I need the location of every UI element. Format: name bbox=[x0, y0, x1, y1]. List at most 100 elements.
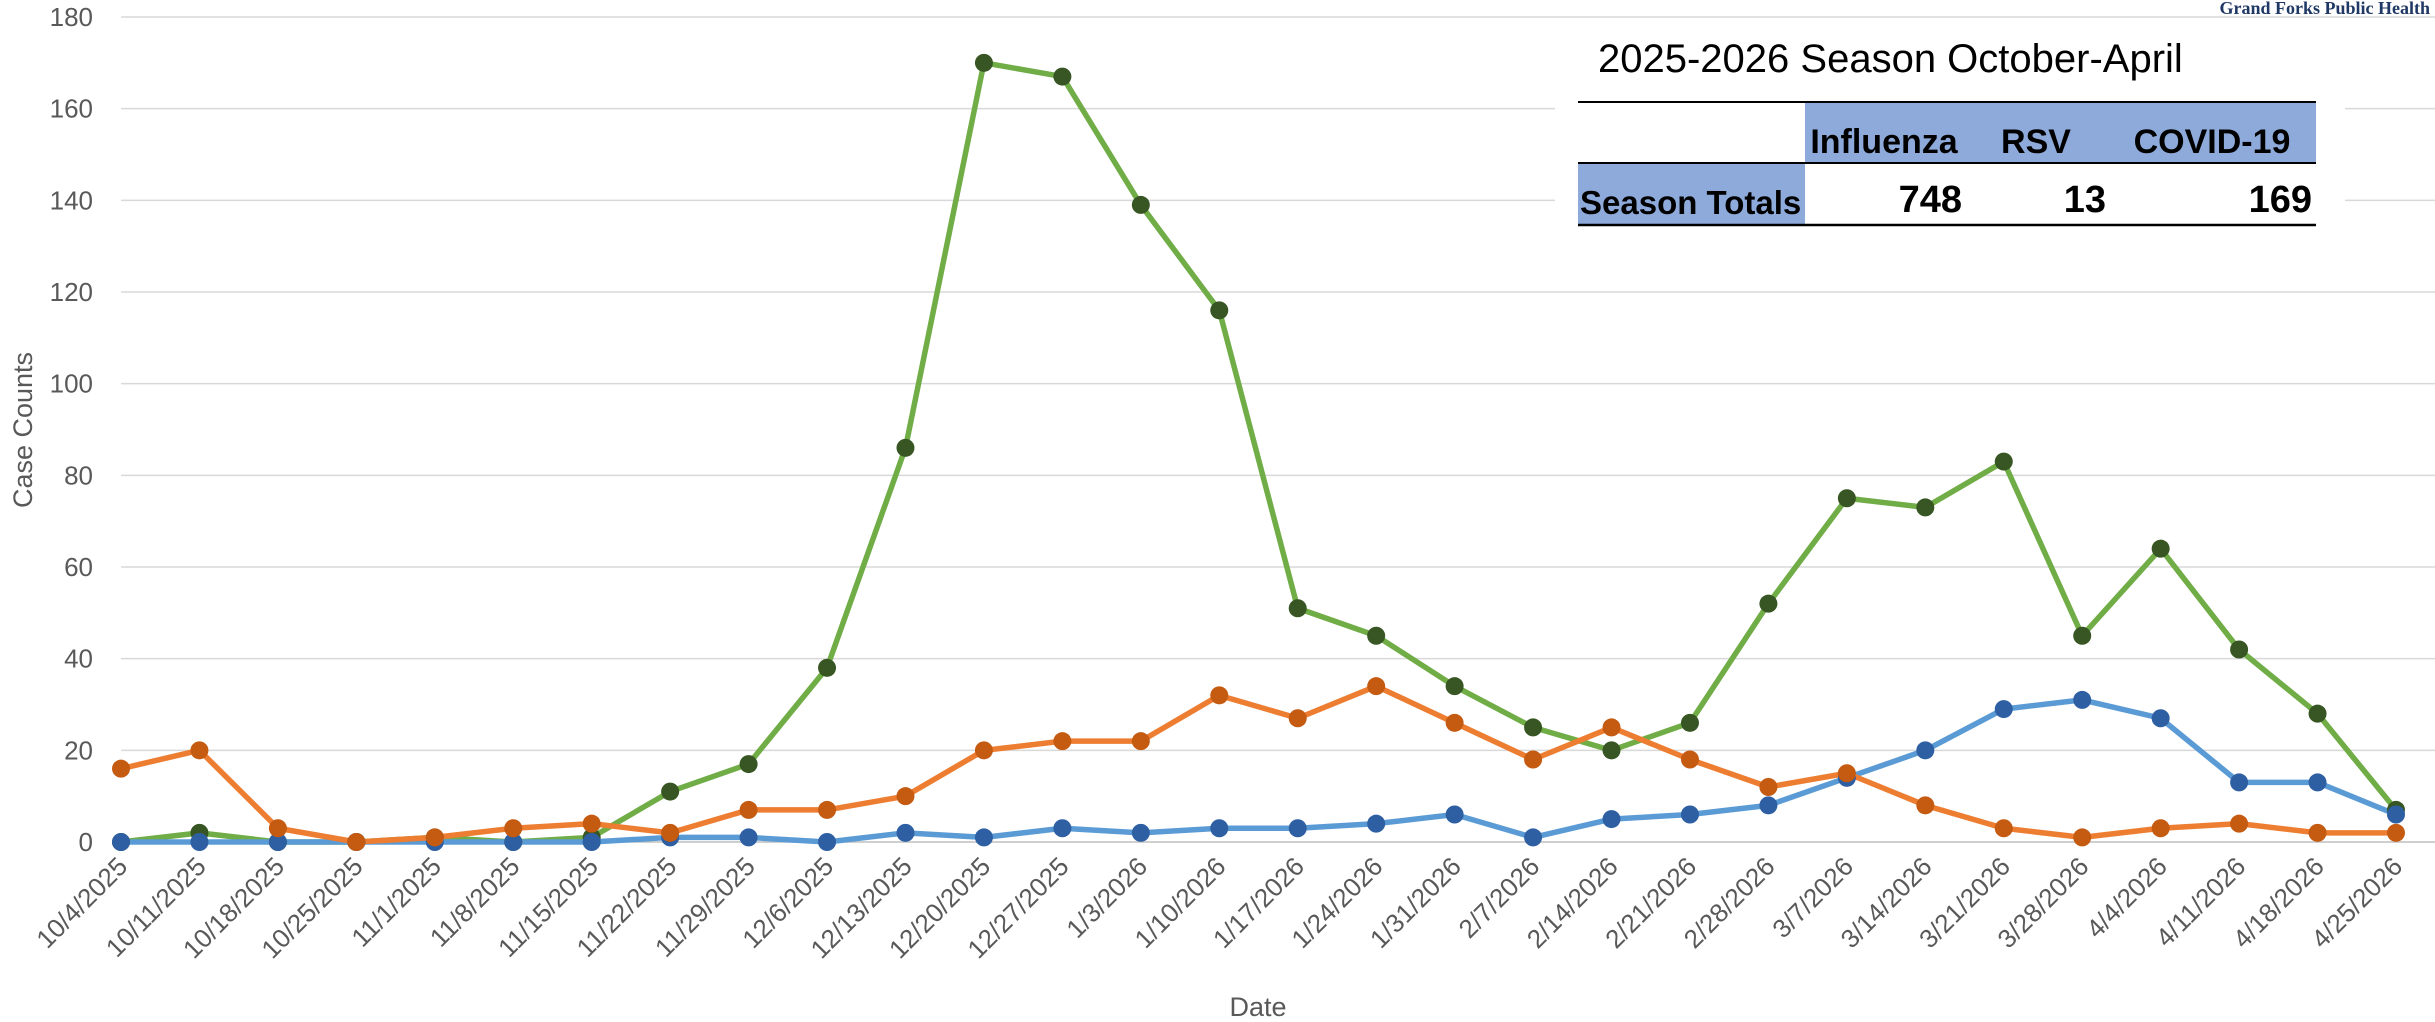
data-point bbox=[1602, 718, 1621, 737]
data-point bbox=[2151, 539, 2170, 558]
data-point bbox=[818, 800, 837, 819]
y-tick-label: 0 bbox=[79, 827, 93, 857]
data-point bbox=[2308, 773, 2327, 792]
data-point bbox=[112, 833, 130, 851]
data-point bbox=[2308, 823, 2327, 842]
data-point bbox=[818, 833, 837, 851]
data-point bbox=[661, 782, 680, 801]
data-point bbox=[1680, 713, 1699, 732]
data-point bbox=[2073, 626, 2092, 645]
series-line bbox=[120, 683, 2396, 845]
data-point bbox=[896, 823, 915, 842]
y-tick-label: 40 bbox=[64, 644, 93, 674]
y-tick-label: 160 bbox=[50, 94, 93, 124]
y-tick-label: 180 bbox=[50, 2, 93, 32]
data-point bbox=[1210, 819, 1229, 838]
data-point bbox=[2073, 690, 2092, 709]
y-axis-title: Case Counts bbox=[8, 352, 38, 508]
data-point bbox=[1131, 823, 1150, 842]
table-header: RSV bbox=[2001, 123, 2071, 161]
data-point bbox=[190, 833, 209, 851]
y-tick-label: 140 bbox=[50, 185, 93, 215]
data-point bbox=[425, 828, 444, 847]
data-point bbox=[1837, 489, 1856, 508]
data-point bbox=[974, 741, 993, 760]
data-point bbox=[268, 819, 287, 838]
data-point bbox=[1210, 301, 1229, 320]
data-point bbox=[1053, 819, 1072, 838]
data-point bbox=[504, 819, 523, 838]
header-cell bbox=[1805, 102, 2316, 163]
table-header: Influenza bbox=[1810, 123, 1958, 161]
data-point bbox=[347, 833, 366, 851]
x-axis-title: Date bbox=[1229, 992, 1286, 1022]
data-point bbox=[1367, 626, 1386, 645]
data-point bbox=[2151, 819, 2170, 838]
table-total: 13 bbox=[2064, 179, 2106, 221]
data-point bbox=[1053, 67, 1072, 86]
data-point bbox=[1916, 741, 1935, 760]
data-point bbox=[190, 741, 209, 760]
data-point bbox=[1837, 764, 1856, 783]
table-row-label: Season Totals bbox=[1580, 184, 1801, 221]
data-point bbox=[2073, 828, 2092, 847]
data-point bbox=[1994, 700, 2013, 719]
table-header: COVID-19 bbox=[2134, 123, 2291, 161]
data-point bbox=[1131, 195, 1150, 214]
data-point bbox=[1445, 805, 1464, 824]
data-point bbox=[739, 828, 758, 847]
data-point bbox=[1759, 594, 1778, 613]
data-point bbox=[1288, 819, 1307, 838]
data-point bbox=[1759, 778, 1778, 796]
table-title: 2025-2026 Season October-April bbox=[1598, 37, 2183, 81]
row-label-cell bbox=[1578, 163, 1805, 225]
data-point bbox=[1680, 805, 1699, 824]
data-point bbox=[1288, 599, 1307, 618]
data-point bbox=[1053, 732, 1072, 751]
data-point bbox=[1524, 828, 1543, 847]
data-point bbox=[739, 800, 758, 819]
data-point bbox=[1367, 814, 1386, 833]
data-point bbox=[739, 755, 758, 774]
data-point bbox=[896, 438, 915, 457]
data-point bbox=[1602, 741, 1621, 760]
data-point bbox=[1916, 796, 1935, 815]
data-point bbox=[2151, 709, 2170, 728]
data-point bbox=[1759, 796, 1778, 815]
data-point bbox=[1524, 750, 1543, 769]
data-point bbox=[1602, 810, 1621, 829]
data-point bbox=[1210, 686, 1229, 705]
data-point bbox=[2230, 814, 2249, 833]
data-point bbox=[661, 823, 680, 842]
data-point bbox=[582, 814, 601, 833]
y-tick-label: 100 bbox=[50, 369, 93, 399]
data-point bbox=[1680, 750, 1699, 769]
data-point bbox=[974, 828, 993, 847]
data-point bbox=[818, 658, 837, 677]
data-point bbox=[1916, 498, 1935, 517]
y-tick-label: 80 bbox=[64, 460, 93, 490]
data-point bbox=[2387, 823, 2405, 842]
y-tick-label: 60 bbox=[64, 552, 93, 582]
data-point bbox=[2387, 805, 2405, 824]
series-line bbox=[121, 697, 2398, 845]
table-total: 748 bbox=[1899, 179, 1962, 221]
data-point bbox=[1288, 709, 1307, 728]
data-point bbox=[504, 833, 523, 851]
data-point bbox=[1445, 677, 1464, 696]
data-point bbox=[1367, 677, 1386, 696]
data-point bbox=[2230, 640, 2249, 659]
data-point bbox=[112, 759, 130, 778]
data-point bbox=[1994, 452, 2013, 471]
data-point bbox=[582, 833, 601, 851]
data-point bbox=[1524, 718, 1543, 737]
table-total: 169 bbox=[2249, 179, 2312, 221]
data-point bbox=[896, 787, 915, 806]
data-point bbox=[2308, 704, 2327, 723]
data-point bbox=[2230, 773, 2249, 792]
data-point bbox=[1445, 713, 1464, 732]
y-tick-label: 120 bbox=[50, 277, 93, 307]
y-tick-label: 20 bbox=[64, 735, 93, 765]
data-point bbox=[974, 53, 993, 72]
